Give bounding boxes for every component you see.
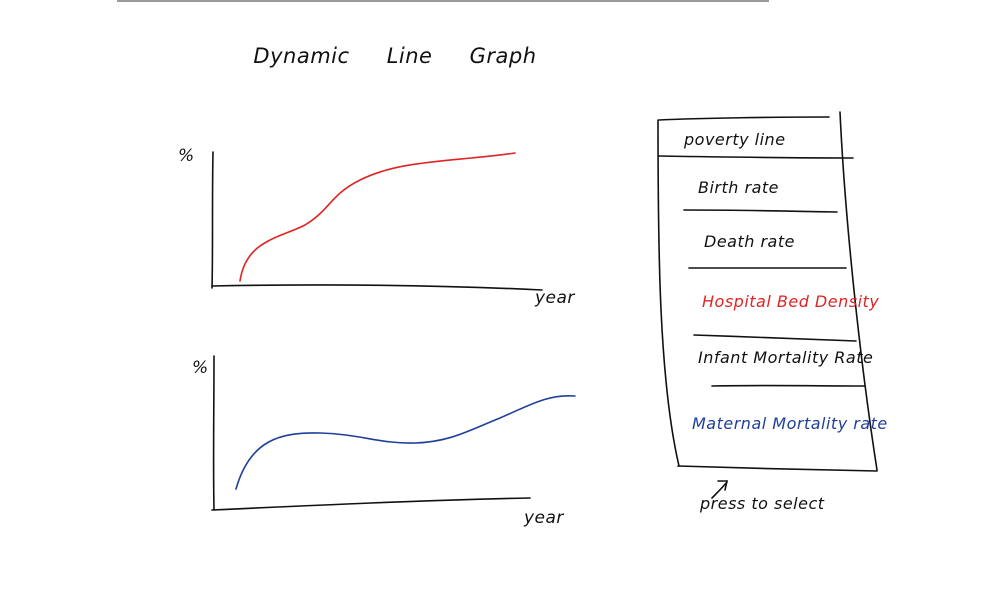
menu-item-poverty-line[interactable]: poverty line <box>684 116 910 162</box>
chart-2-axes <box>211 355 531 511</box>
page-title: Dynamic Line Graph <box>253 44 537 68</box>
menu-item-hospital-bed-density[interactable]: Hospital Bed Density <box>702 278 928 324</box>
chart-1-x-label: year <box>535 288 575 308</box>
menu-item-birth-rate[interactable]: Birth rate <box>698 164 924 210</box>
top-divider <box>117 0 769 2</box>
menu-item-label: Birth rate <box>698 177 779 197</box>
menu-item-label: Maternal Mortality rate <box>692 413 888 433</box>
chart-1-axes <box>211 151 543 291</box>
menu-item-label: Hospital Bed Density <box>702 291 880 311</box>
chart-1-series-line <box>239 152 516 282</box>
select-hint: press to select <box>700 494 825 513</box>
chart-1-y-axis <box>211 151 214 289</box>
chart-2-series-line <box>235 394 576 490</box>
chart-1-y-label: % <box>178 146 195 166</box>
menu-item-maternal-mortality-rate[interactable]: Maternal Mortality rate <box>692 400 918 446</box>
menu-item-label: poverty line <box>684 129 786 149</box>
menu-item-label: Infant Mortality Rate <box>698 347 874 367</box>
chart-2-x-label: year <box>524 508 564 528</box>
series-select-menu: poverty line Birth rate Death rate Hospi… <box>652 112 887 472</box>
chart-2-y-label: % <box>192 358 209 378</box>
chart-1-x-axis <box>211 284 543 291</box>
chart-2-x-axis <box>211 497 531 511</box>
menu-panel-frame <box>657 111 878 472</box>
menu-item-death-rate[interactable]: Death rate <box>704 218 930 264</box>
hint-arrow-icon <box>711 480 728 499</box>
menu-item-infant-mortality-rate[interactable]: Infant Mortality Rate <box>698 334 924 380</box>
menu-item-label: Death rate <box>704 231 795 251</box>
